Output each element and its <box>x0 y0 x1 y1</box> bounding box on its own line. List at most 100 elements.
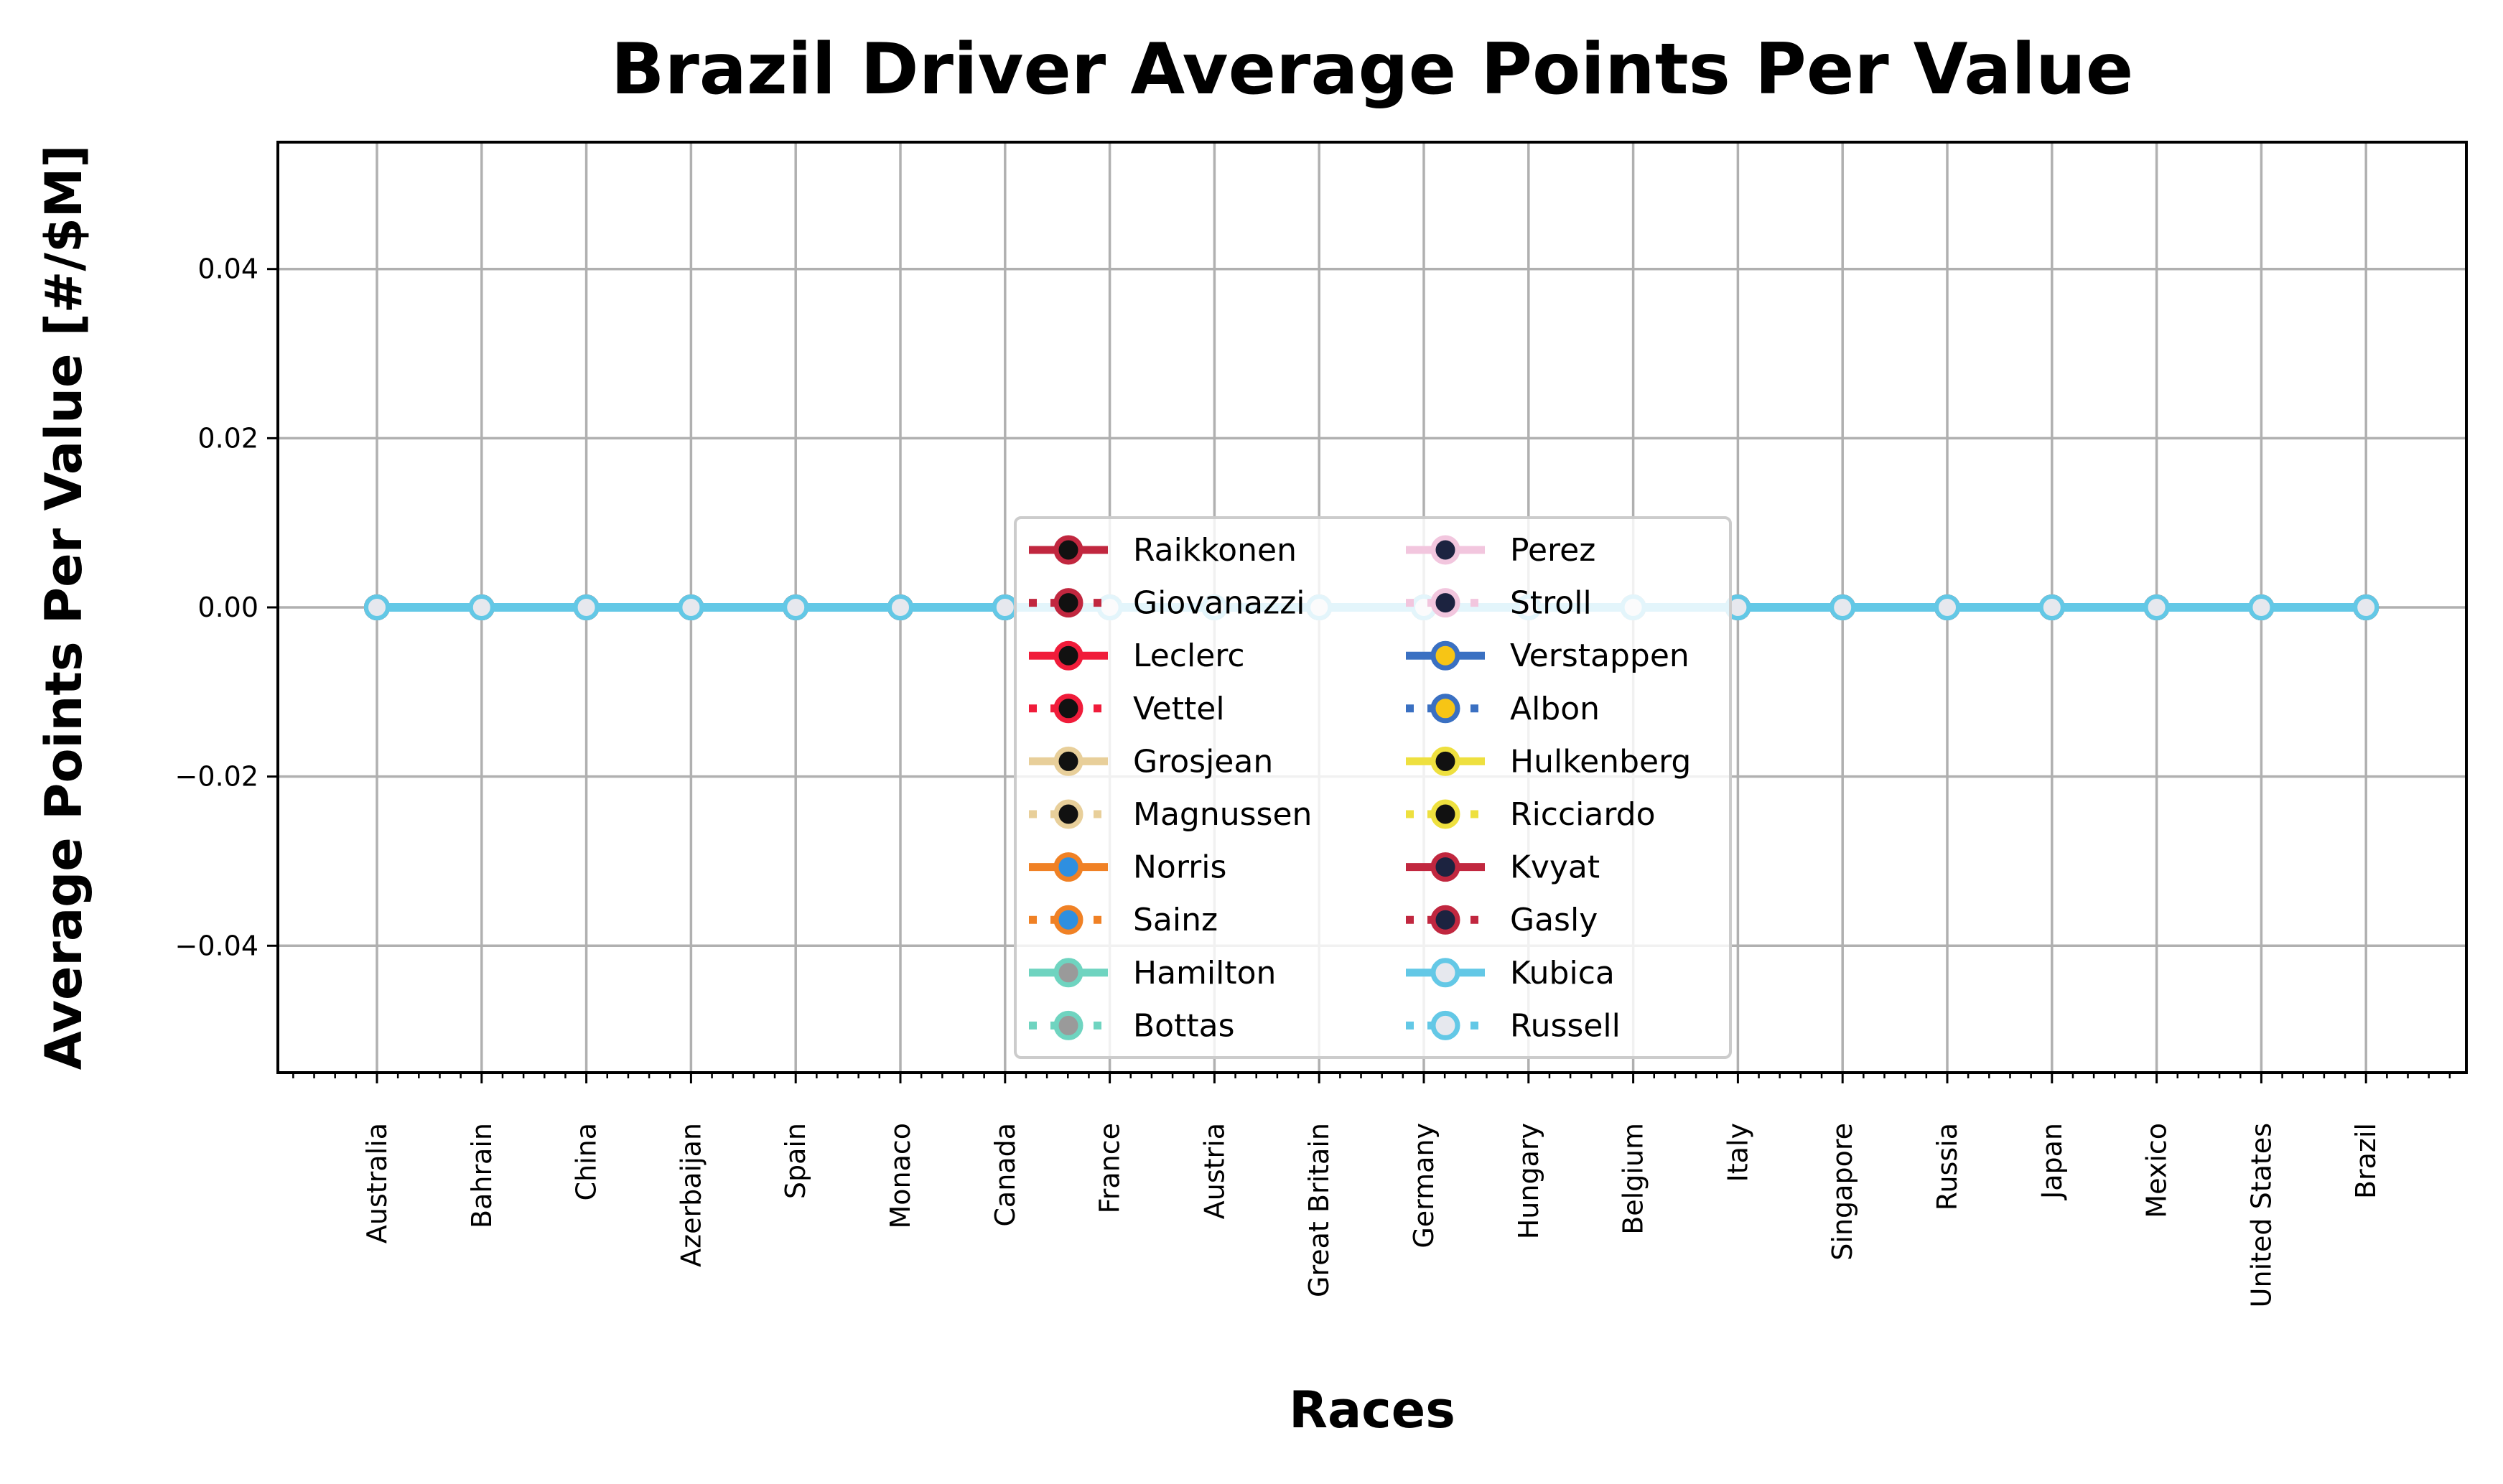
data-point <box>2248 594 2275 620</box>
x-tick-label: Germany <box>1408 1123 1440 1249</box>
legend-item: Russell <box>1406 1007 1621 1044</box>
legend-item: Kvyat <box>1406 849 1600 886</box>
y-axis-label: Average Points Per Value [#/$M] <box>34 145 93 1070</box>
legend-item: Ricciardo <box>1406 796 1656 833</box>
legend-item: Hamilton <box>1029 955 1276 991</box>
legend-item: Gasly <box>1406 902 1598 938</box>
legend-label: Kubica <box>1510 955 1615 991</box>
legend-item: Hulkenberg <box>1406 743 1691 780</box>
legend-item: Leclerc <box>1029 638 1245 674</box>
legend-label: Magnussen <box>1133 796 1312 833</box>
legend-item: Bottas <box>1029 1007 1235 1044</box>
legend-marker <box>1053 1010 1083 1040</box>
legend-marker <box>1430 746 1460 776</box>
legend-label: Kvyat <box>1510 849 1600 886</box>
legend-marker <box>1430 1010 1460 1040</box>
legend-marker <box>1053 694 1083 724</box>
legend-label: Russell <box>1510 1007 1621 1044</box>
data-point <box>2353 594 2380 620</box>
data-point <box>2143 594 2170 620</box>
legend-label: Sainz <box>1133 902 1218 938</box>
legend-item: Kubica <box>1406 955 1615 991</box>
x-tick-label: Singapore <box>1827 1123 1858 1261</box>
legend-marker <box>1430 640 1460 671</box>
legend-label: Albon <box>1510 691 1600 727</box>
legend-marker <box>1430 852 1460 882</box>
legend-marker <box>1053 852 1083 882</box>
x-tick-label: Azerbaijan <box>675 1123 707 1267</box>
legend-marker <box>1430 535 1460 565</box>
data-point <box>1830 594 1856 620</box>
x-axis-label: Races <box>1289 1381 1455 1439</box>
data-point <box>364 594 390 620</box>
legend-label: Leclerc <box>1133 638 1245 674</box>
y-tick-label: −0.02 <box>175 761 258 793</box>
legend-label: Hamilton <box>1133 955 1276 991</box>
x-tick-label: Austria <box>1198 1123 1230 1219</box>
axis-ticks: Australia Bahrain China Azerbaijan Spain Mona… <box>175 253 2451 1307</box>
legend-label: Raikkonen <box>1133 532 1297 569</box>
legend-item: Perez <box>1406 532 1595 569</box>
x-tick-label: Belgium <box>1618 1123 1649 1235</box>
legend-item: Magnussen <box>1029 796 1312 833</box>
y-tick-label: 0.04 <box>197 253 258 285</box>
x-tick-label: Russia <box>1931 1123 1963 1210</box>
x-tick-label: Canada <box>989 1123 1021 1227</box>
legend-label: Grosjean <box>1133 743 1273 780</box>
legend-label: Perez <box>1510 532 1595 569</box>
x-tick-label: Monaco <box>885 1123 916 1229</box>
legend-label: Vettel <box>1133 691 1225 727</box>
x-tick-label: Brazil <box>2350 1123 2382 1199</box>
x-tick-label: Australia <box>361 1123 393 1243</box>
legend-marker <box>1053 958 1083 988</box>
legend-label: Giovanazzi <box>1133 585 1305 622</box>
y-tick-label: 0.02 <box>197 422 258 454</box>
x-tick-label: France <box>1094 1123 1126 1213</box>
legend-label: Bottas <box>1133 1007 1235 1044</box>
x-tick-label: Mexico <box>2141 1123 2173 1218</box>
x-tick-label: Spain <box>780 1123 811 1199</box>
data-point <box>573 594 600 620</box>
x-tick-label: Bahrain <box>466 1123 498 1228</box>
legend-item: Vettel <box>1029 691 1225 727</box>
legend-label: Ricciardo <box>1510 796 1656 833</box>
legend: Raikkonen Giovanazzi Leclerc Vettel Grosjean… <box>1014 516 1732 1059</box>
legend-marker <box>1053 799 1083 829</box>
data-point <box>1934 594 1960 620</box>
x-tick-label: United States <box>2245 1123 2277 1307</box>
data-point <box>468 594 495 620</box>
legend-item: Albon <box>1406 691 1600 727</box>
data-point <box>678 594 704 620</box>
legend-marker <box>1430 958 1460 988</box>
legend-item: Norris <box>1029 849 1226 886</box>
x-tick-label: Hungary <box>1513 1123 1544 1239</box>
data-point <box>887 594 913 620</box>
y-tick-label: 0.00 <box>197 592 258 623</box>
legend-marker <box>1053 905 1083 935</box>
legend-item: Stroll <box>1406 585 1592 622</box>
data-point <box>783 594 809 620</box>
legend-label: Stroll <box>1510 585 1592 622</box>
legend-marker <box>1053 535 1083 565</box>
legend-label: Norris <box>1133 849 1226 886</box>
legend-box <box>1014 516 1732 1059</box>
legend-marker <box>1430 694 1460 724</box>
x-tick-label: Japan <box>2036 1123 2068 1200</box>
chart-title: Brazil Driver Average Points Per Value <box>611 29 2133 111</box>
legend-label: Hulkenberg <box>1510 743 1691 780</box>
x-tick-label: Great Britain <box>1303 1123 1335 1297</box>
legend-item: Verstappen <box>1406 638 1689 674</box>
data-point <box>992 594 1018 620</box>
legend-marker <box>1430 588 1460 618</box>
legend-marker <box>1430 905 1460 935</box>
legend-label: Verstappen <box>1510 638 1689 674</box>
legend-item: Raikkonen <box>1029 532 1297 569</box>
y-tick-label: −0.04 <box>175 930 258 961</box>
legend-marker <box>1053 588 1083 618</box>
legend-label: Gasly <box>1510 902 1598 938</box>
x-tick-label: Italy <box>1722 1123 1753 1182</box>
legend-item: Giovanazzi <box>1029 585 1305 622</box>
legend-marker <box>1430 799 1460 829</box>
legend-item: Grosjean <box>1029 743 1273 780</box>
